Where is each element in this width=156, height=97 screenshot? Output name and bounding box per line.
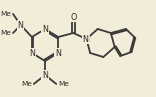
Text: N: N (29, 48, 35, 58)
Text: Me: Me (21, 81, 32, 87)
Text: N: N (83, 35, 89, 43)
Text: Me: Me (0, 11, 11, 17)
Text: N: N (42, 71, 48, 80)
Text: Me: Me (58, 81, 69, 87)
Text: O: O (70, 13, 76, 22)
Text: N: N (83, 35, 88, 43)
Text: N: N (18, 20, 24, 29)
Text: Me: Me (0, 30, 11, 36)
Text: N: N (42, 25, 48, 33)
Text: N: N (55, 48, 61, 58)
